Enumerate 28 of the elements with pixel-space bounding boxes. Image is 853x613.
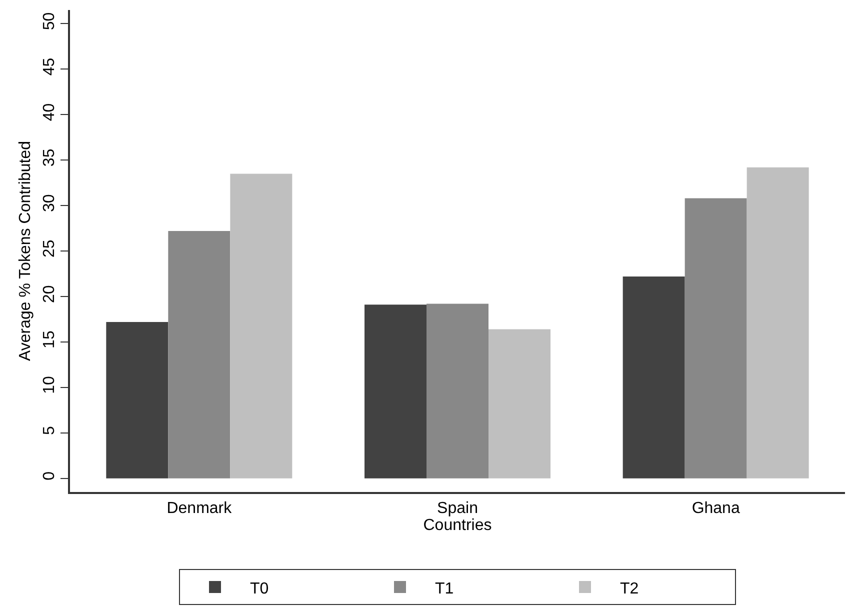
x-tick-label: Denmark xyxy=(166,500,233,517)
y-tick-label: 5 xyxy=(40,426,58,435)
y-tick-label: 30 xyxy=(40,194,58,212)
y-tick-label: 50 xyxy=(40,12,58,30)
y-tick-label: 20 xyxy=(40,285,58,303)
bar xyxy=(488,329,550,478)
bar xyxy=(230,174,292,478)
bar xyxy=(622,276,685,478)
y-tick-label: 25 xyxy=(40,240,58,258)
y-tick-label: 40 xyxy=(40,103,58,122)
x-tick-label: Ghana xyxy=(692,500,740,517)
x-tick-label: Spain xyxy=(437,500,478,517)
y-tick-label: 0 xyxy=(40,471,58,480)
x-axis-title: Countries xyxy=(423,516,492,534)
legend-label: T1 xyxy=(435,580,454,598)
y-tick-label: 10 xyxy=(40,376,58,394)
bar xyxy=(746,167,809,478)
y-axis-title: Average % Tokens Contributed xyxy=(17,141,34,361)
y-tick-label: 45 xyxy=(40,58,58,76)
y-tick-label: 15 xyxy=(40,330,58,348)
bar xyxy=(168,230,230,478)
bar xyxy=(684,198,747,478)
y-tick-label: 35 xyxy=(40,148,58,167)
bar xyxy=(426,304,488,478)
legend-label: T0 xyxy=(250,580,269,598)
bar xyxy=(106,322,168,478)
bar xyxy=(364,304,426,478)
legend-label: T2 xyxy=(620,580,639,598)
